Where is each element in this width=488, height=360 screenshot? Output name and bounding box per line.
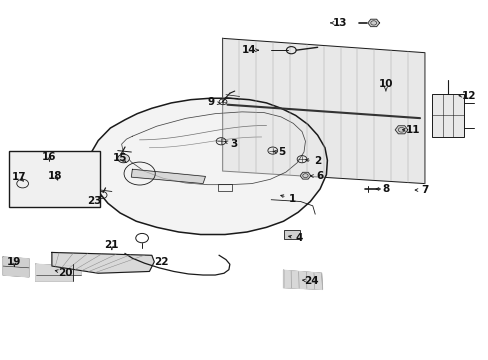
Text: 21: 21 bbox=[104, 240, 119, 250]
Polygon shape bbox=[52, 252, 154, 273]
Text: 14: 14 bbox=[242, 45, 256, 55]
Polygon shape bbox=[300, 172, 310, 179]
Circle shape bbox=[118, 154, 129, 163]
Text: 9: 9 bbox=[207, 97, 214, 107]
Polygon shape bbox=[283, 270, 322, 289]
Text: 2: 2 bbox=[313, 156, 321, 166]
Polygon shape bbox=[222, 39, 424, 184]
Text: 16: 16 bbox=[42, 152, 57, 162]
Text: 17: 17 bbox=[12, 172, 26, 182]
Bar bbox=[431, 94, 463, 137]
Text: 8: 8 bbox=[382, 184, 389, 194]
Polygon shape bbox=[367, 19, 379, 27]
Text: 18: 18 bbox=[48, 171, 62, 181]
Text: 15: 15 bbox=[113, 153, 127, 163]
Text: 12: 12 bbox=[461, 91, 475, 101]
Text: 1: 1 bbox=[288, 194, 295, 204]
Polygon shape bbox=[36, 264, 81, 281]
Polygon shape bbox=[91, 98, 327, 234]
Polygon shape bbox=[3, 257, 29, 277]
Text: 20: 20 bbox=[58, 267, 72, 278]
Text: 24: 24 bbox=[304, 276, 319, 286]
Text: 22: 22 bbox=[154, 257, 168, 267]
Text: 5: 5 bbox=[277, 147, 285, 157]
Text: 11: 11 bbox=[405, 125, 419, 135]
Polygon shape bbox=[131, 169, 205, 184]
Text: 7: 7 bbox=[420, 185, 427, 195]
Polygon shape bbox=[394, 126, 407, 134]
Bar bbox=[284, 230, 300, 239]
Bar bbox=[9, 151, 100, 207]
Bar bbox=[217, 184, 232, 192]
Text: 19: 19 bbox=[7, 257, 21, 267]
Text: 13: 13 bbox=[332, 18, 346, 28]
Text: 10: 10 bbox=[378, 79, 392, 89]
Text: 6: 6 bbox=[316, 171, 323, 181]
Text: 4: 4 bbox=[295, 233, 302, 243]
Text: 3: 3 bbox=[230, 139, 237, 149]
Text: 23: 23 bbox=[87, 196, 102, 206]
